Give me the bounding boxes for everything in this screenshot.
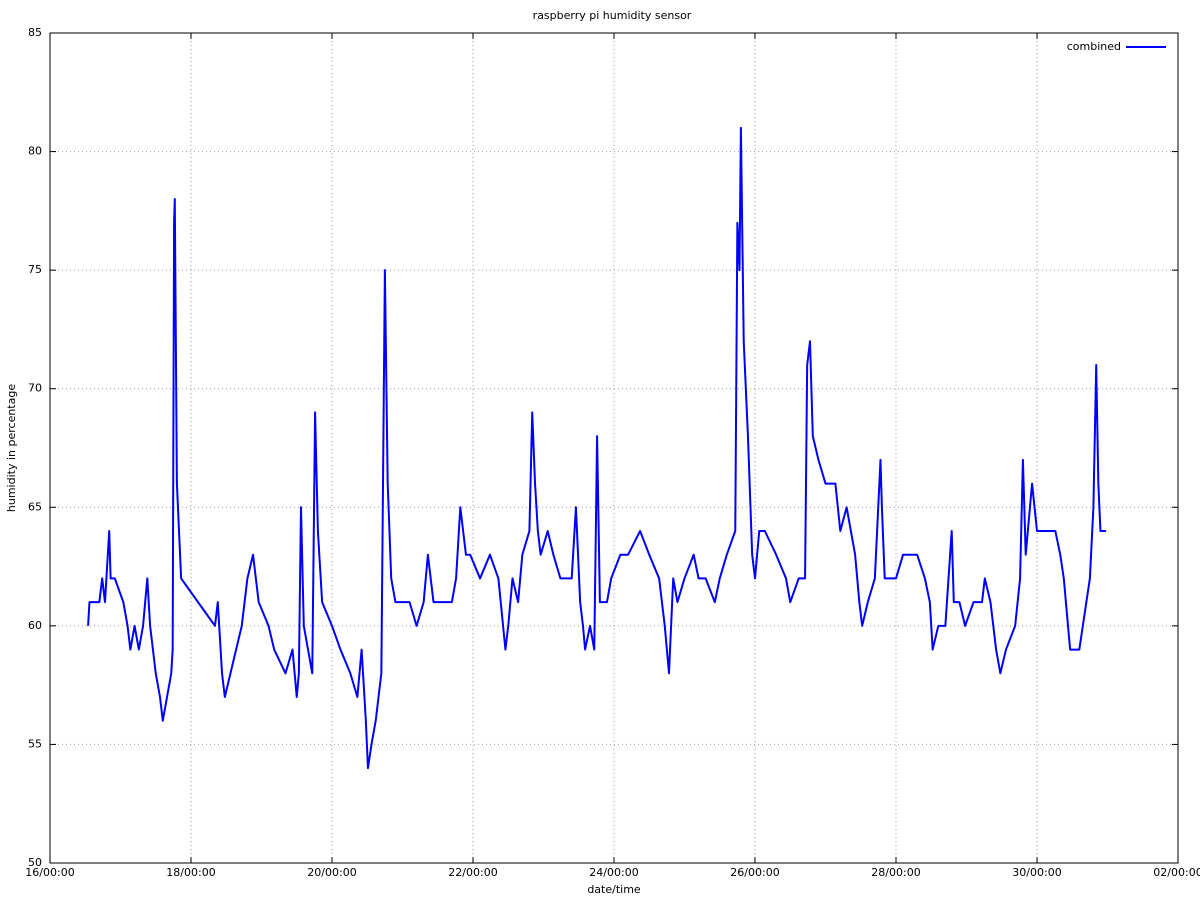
x-tick-label: 16/00:00 (25, 866, 74, 879)
y-tick-label: 85 (28, 26, 42, 39)
x-tick-label: 28/00:00 (871, 866, 920, 879)
y-tick-label: 50 (28, 856, 42, 869)
y-axis-label: humidity in percentage (5, 384, 18, 512)
x-tick-label: 30/00:00 (1012, 866, 1061, 879)
chart-title: raspberry pi humidity sensor (533, 9, 692, 22)
x-axis-label: date/time (587, 883, 641, 896)
data-line (87, 126, 1107, 770)
x-tick-label: 02/00:00 (1153, 866, 1200, 879)
x-tick-label: 22/00:00 (448, 866, 497, 879)
y-tick-label: 80 (28, 145, 42, 158)
x-tick-label: 24/00:00 (589, 866, 638, 879)
x-tick-label: 26/00:00 (730, 866, 779, 879)
plot-frame (49, 32, 1179, 864)
y-tick-label: 60 (28, 619, 42, 632)
y-tick-label: 75 (28, 263, 42, 276)
legend-label: combined (1067, 40, 1121, 53)
x-tick-label: 18/00:00 (166, 866, 215, 879)
y-tick-label: 55 (28, 737, 42, 750)
y-tick-label: 65 (28, 500, 42, 513)
y-tick-label: 70 (28, 382, 42, 395)
x-tick-label: 20/00:00 (307, 866, 356, 879)
